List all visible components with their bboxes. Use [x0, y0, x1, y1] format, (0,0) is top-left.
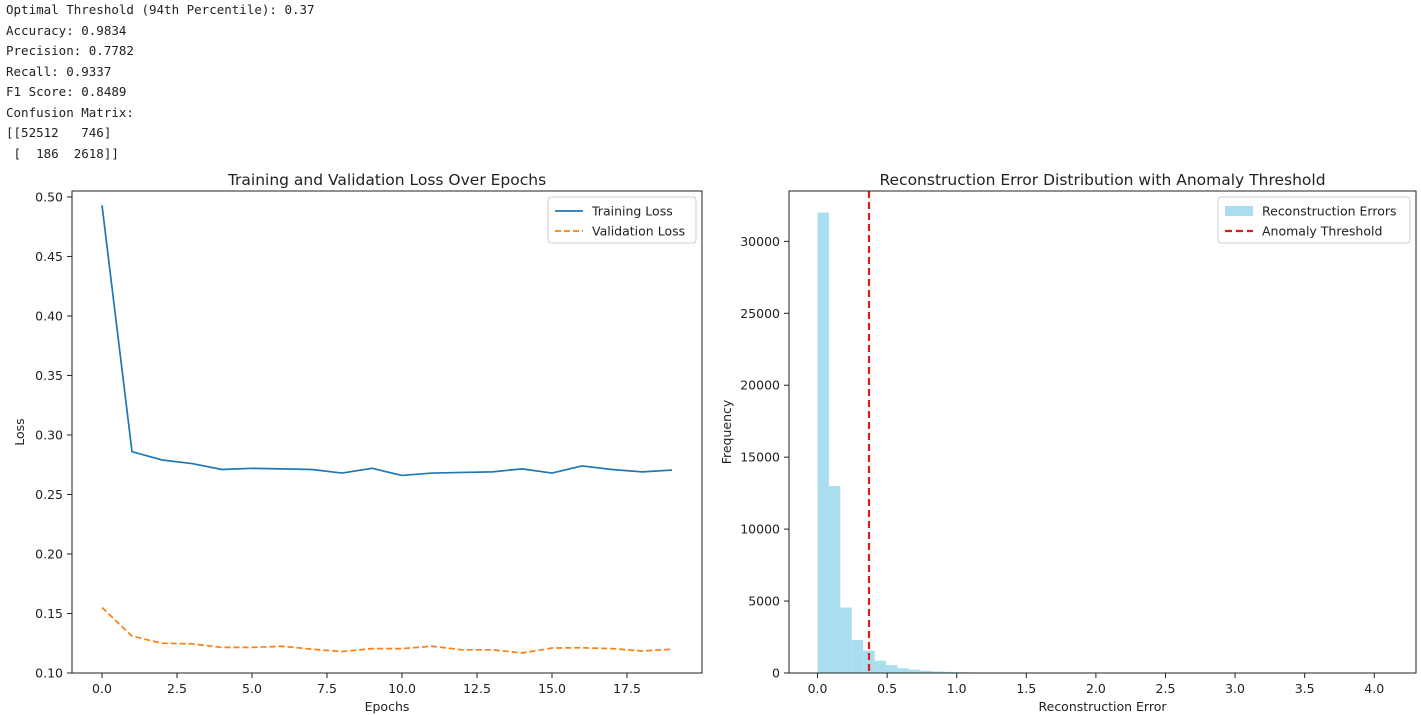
x-tick-label: 1.0	[947, 681, 967, 696]
console-line: [[52512 746]	[6, 125, 112, 140]
training-loss-line	[101, 205, 673, 477]
console-line: Accuracy: 0.9834	[6, 22, 127, 38]
y-tick-label: 0.40	[35, 308, 63, 323]
console-line: Optimal Threshold (94th Percentile): 0.3…	[6, 2, 315, 17]
x-tick-label: 3.0	[1225, 681, 1245, 696]
legend: Reconstruction Errors Anomaly Threshold	[1217, 196, 1411, 244]
x-tick-label: 15.0	[538, 681, 566, 696]
y-tick-label: 5000	[748, 594, 780, 609]
x-tick-label: 17.5	[613, 681, 641, 696]
y-tick-label: 15000	[740, 450, 780, 465]
x-tick-label: 1.5	[1016, 681, 1036, 696]
x-tick-label: 0.0	[92, 681, 112, 696]
histogram-bar	[886, 665, 898, 673]
legend-swatch-errors	[1225, 206, 1253, 216]
y-tick-label: 20000	[740, 378, 780, 393]
x-tick-label: 2.5	[1156, 681, 1176, 696]
x-tick-label: 3.5	[1295, 681, 1315, 696]
chart-title: Training and Validation Loss Over Epochs	[227, 171, 546, 189]
histogram-bar	[931, 671, 944, 673]
histogram-bar	[943, 671, 955, 673]
plot-frame	[71, 190, 703, 674]
x-axis-label: Reconstruction Error	[1039, 699, 1168, 714]
y-tick-label: 0.20	[35, 546, 63, 561]
x-tick-label: 2.0	[1086, 681, 1106, 696]
legend-label: Anomaly Threshold	[1262, 224, 1382, 239]
x-tick-label: 5.0	[242, 681, 262, 696]
x-tick-label: 2.5	[167, 681, 187, 696]
legend-box	[547, 196, 697, 244]
y-tick-label: 0	[772, 666, 780, 681]
x-tick-label: 12.5	[463, 681, 491, 696]
legend-label: Training Loss	[591, 204, 673, 219]
y-tick-label: 30000	[740, 234, 780, 249]
y-tick-label: 0.35	[35, 368, 63, 383]
y-tick-label: 0.10	[35, 666, 63, 681]
y-axis-label: Frequency	[719, 399, 734, 464]
histogram-bar	[920, 670, 932, 673]
loss-chart: 0.0 2.5 5.0 7.5 10.0 12.5 15.0 17.5 0.10 0.15 0.20…	[12, 171, 703, 714]
chart-title: Reconstruction Error Distribution with A…	[879, 171, 1325, 189]
x-tick-label: 4.0	[1364, 681, 1384, 696]
console-line: [ 186 2618]]	[6, 145, 119, 161]
histogram-bar	[851, 639, 864, 673]
histogram-bar	[828, 485, 841, 673]
x-tick-label: 10.0	[388, 681, 416, 696]
legend-label: Reconstruction Errors	[1262, 204, 1397, 219]
y-tick-label: 0.50	[35, 189, 63, 204]
histogram-bar	[840, 607, 852, 673]
legend-label: Validation Loss	[592, 224, 685, 239]
validation-loss-line	[101, 606, 673, 654]
console-output: Optimal Threshold (94th Percentile): 0.3…	[6, 0, 315, 164]
y-tick-label: 10000	[740, 522, 780, 537]
y-axis-label: Loss	[12, 418, 27, 445]
console-line: Precision: 0.7782	[6, 43, 134, 58]
y-tick-label: 0.15	[35, 606, 63, 621]
x-tick-label: 0.0	[808, 681, 828, 696]
y-tick-label: 0.30	[35, 427, 63, 442]
x-tick-label: 0.5	[877, 681, 897, 696]
legend: Training Loss Validation Loss	[547, 196, 697, 244]
histogram-bar	[908, 669, 921, 673]
console-line: Confusion Matrix:	[6, 104, 134, 120]
histogram-bar	[897, 668, 909, 673]
y-tick-label: 0.25	[35, 487, 63, 502]
y-tick-label: 25000	[740, 306, 780, 321]
histogram-bar	[874, 660, 887, 673]
error-histogram-chart: 0.0 0.5 1.0 1.5 2.0 2.5 3.0 3.5 4.0 0 5000 10000 150…	[719, 171, 1417, 714]
console-line: Recall: 0.9337	[6, 63, 112, 79]
console-line: F1 Score: 0.8489	[6, 84, 127, 99]
x-axis-label: Epochs	[365, 699, 410, 714]
histogram-bar	[817, 212, 829, 673]
plot-frame	[788, 190, 1417, 674]
y-tick-label: 0.45	[35, 249, 63, 264]
x-tick-label: 7.5	[317, 681, 337, 696]
histogram-bar	[863, 650, 875, 673]
legend-box	[1217, 196, 1411, 244]
